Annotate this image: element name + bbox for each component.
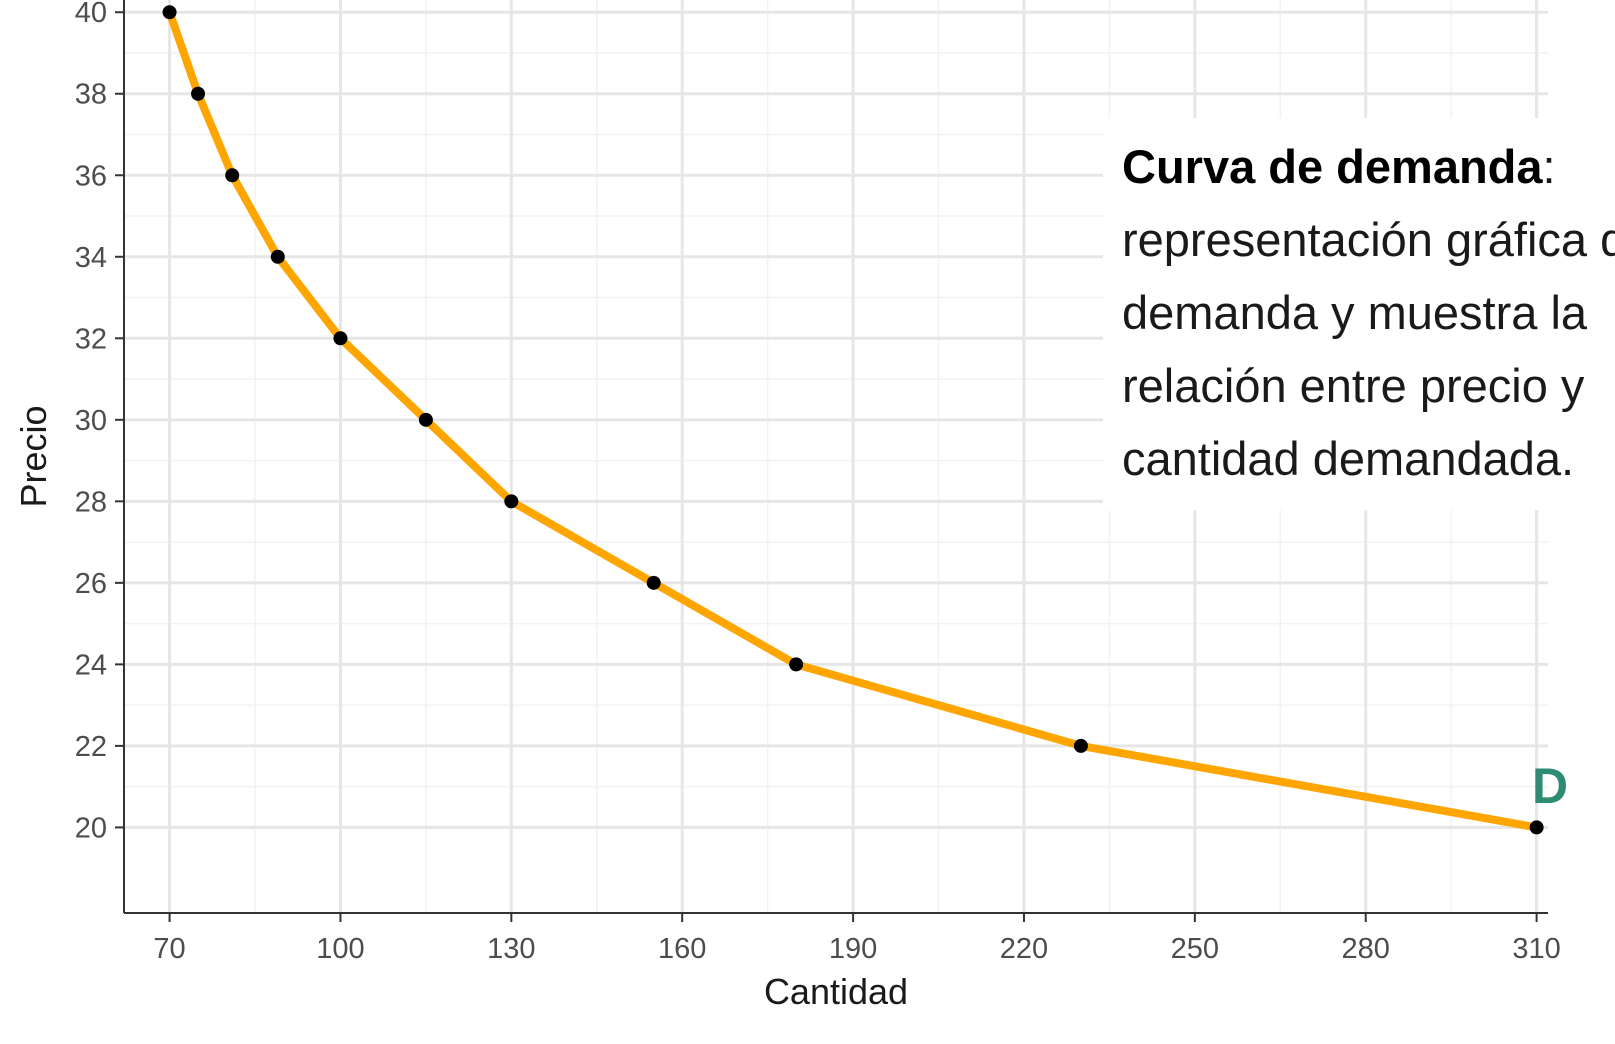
y-tick-label: 30 <box>75 405 107 437</box>
data-point <box>1073 738 1088 753</box>
x-tick-label: 310 <box>1512 933 1560 965</box>
data-point <box>646 575 661 590</box>
data-point <box>1529 820 1544 835</box>
tick-labels: 70 100 130 160 190 220 250 280 310 20 22 24 26 28 30 32… <box>75 0 1561 965</box>
y-axis-title: Precio <box>13 405 54 507</box>
x-tick-label: 250 <box>1171 933 1219 965</box>
data-point <box>225 168 240 183</box>
x-axis-title: Cantidad <box>764 971 908 1012</box>
annotation-separator: : <box>1542 140 1556 193</box>
y-tick-label: 26 <box>75 568 107 600</box>
y-tick-label: 36 <box>75 160 107 192</box>
data-point <box>418 412 433 427</box>
annotation-text: representación gráfica de la demanda y m… <box>1122 213 1615 485</box>
data-point <box>191 86 206 101</box>
y-tick-label: 24 <box>75 649 107 681</box>
y-tick-label: 40 <box>75 0 107 29</box>
data-point <box>789 657 804 672</box>
y-tick-label: 20 <box>75 812 107 844</box>
x-tick-label: 220 <box>1000 933 1048 965</box>
x-tick-label: 160 <box>658 933 706 965</box>
series-demand-curve <box>162 5 1544 835</box>
axes <box>115 0 1548 922</box>
curve-label-d: D <box>1532 758 1569 814</box>
y-tick-label: 22 <box>75 731 107 763</box>
x-tick-label: 280 <box>1342 933 1390 965</box>
y-tick-label: 32 <box>75 323 107 355</box>
data-point <box>333 331 348 346</box>
x-tick-label: 100 <box>316 933 364 965</box>
data-point <box>270 249 285 264</box>
x-tick-label: 70 <box>153 933 185 965</box>
annotation-title: Curva de demanda <box>1122 140 1543 193</box>
x-tick-label: 190 <box>829 933 877 965</box>
data-point <box>504 494 519 509</box>
y-tick-label: 34 <box>75 242 107 274</box>
y-tick-label: 28 <box>75 486 107 518</box>
definition-annotation: Curva de demanda: representación gráfica… <box>1103 118 1615 510</box>
data-point <box>162 5 177 20</box>
x-tick-label: 130 <box>487 933 535 965</box>
y-tick-label: 38 <box>75 79 107 111</box>
